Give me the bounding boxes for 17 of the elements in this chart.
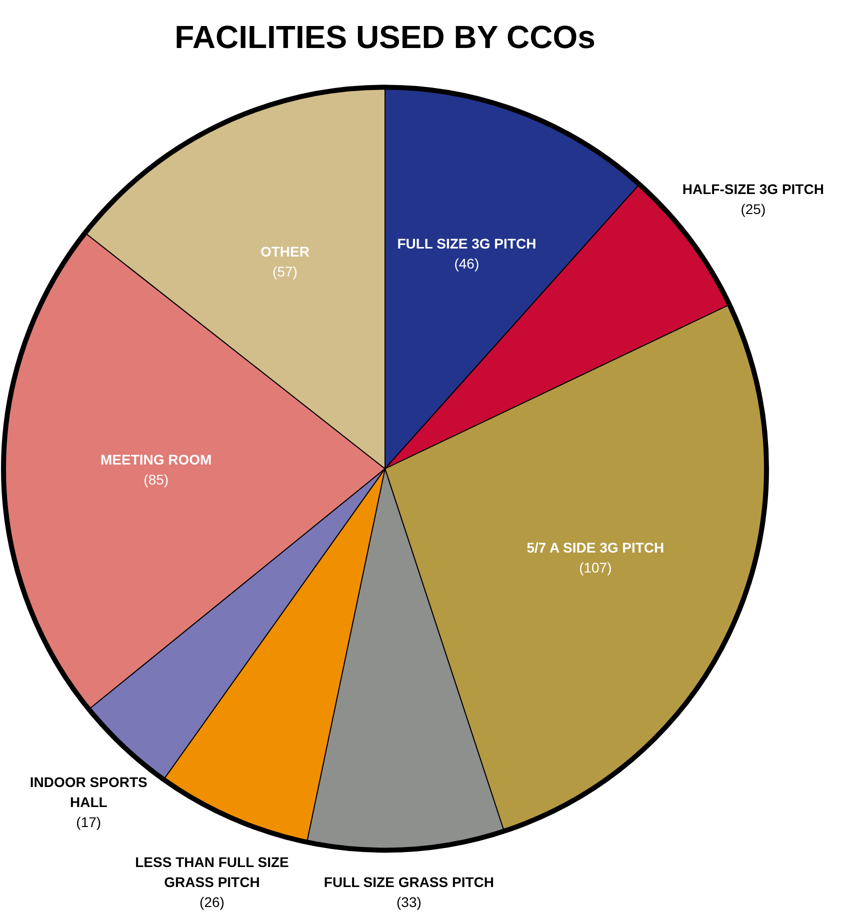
data-label: (25) [740,200,766,217]
slice-label: INDOOR SPORTS HALL [30,774,148,810]
slice-label: FULL SIZE GRASS PITCH [324,874,494,890]
chart-title: FACILITIES USED BY CCOs [174,19,596,56]
slice-label: MEETING ROOM [100,451,212,468]
data-label: (85) [144,471,169,488]
data-label: (107) [579,560,612,576]
slice-label: 5/7 A SIDE 3G PITCH [526,540,664,556]
slice-label: LESS THAN FULL SIZE GRASS PITCH [135,854,289,890]
slice-label: OTHER [260,244,310,260]
data-label: (33) [396,894,422,910]
slice-label: FULL SIZE 3G PITCH [397,236,536,252]
slice-label: HALF-SIZE 3G PITCH [682,180,824,197]
data-label: (57) [272,264,298,280]
data-label: (46) [454,256,480,272]
data-label: (17) [76,814,102,830]
data-label: (26) [200,894,224,910]
